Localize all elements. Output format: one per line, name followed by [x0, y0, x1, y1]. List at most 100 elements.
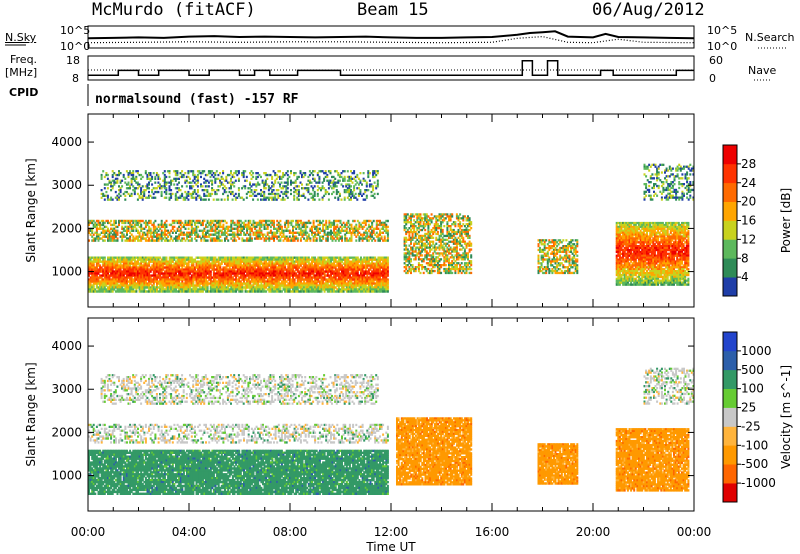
power-cell: [148, 231, 151, 234]
power-cell: [293, 235, 296, 238]
power-cell: [228, 288, 231, 291]
power-cell: [89, 266, 92, 269]
power-cell: [99, 282, 102, 285]
power-cell: [189, 170, 191, 173]
power-cell: [160, 231, 163, 234]
power-cell: [277, 235, 280, 238]
power-cell: [341, 276, 343, 279]
power-cell: [382, 286, 385, 289]
power-cell: [339, 272, 342, 275]
power-cell: [181, 274, 184, 277]
power-cell: [266, 231, 269, 234]
power-cell: [165, 268, 168, 271]
power-cell: [280, 266, 283, 269]
power-cell: [257, 282, 260, 285]
power-cell: [124, 219, 127, 223]
power-cell: [315, 286, 318, 289]
power-cell: [225, 288, 228, 291]
power-cell: [372, 282, 375, 285]
power-cell: [165, 264, 168, 267]
power-cell: [122, 260, 125, 263]
power-cell: [363, 272, 366, 275]
power-cell: [317, 229, 320, 232]
power-cell: [178, 280, 181, 283]
power-cell: [295, 258, 298, 261]
power-cell: [386, 233, 389, 236]
power-cell: [168, 187, 171, 190]
power-cell: [92, 225, 95, 229]
power-cell: [311, 280, 313, 283]
power-cell: [111, 266, 114, 269]
power-cell: [184, 221, 187, 225]
power-cell: [282, 256, 285, 259]
power-cell: [312, 258, 315, 261]
power-cell: [92, 256, 95, 259]
power-cell: [118, 170, 120, 173]
power-cell: [170, 276, 173, 279]
power-cell: [304, 264, 307, 267]
power-cell: [284, 264, 287, 267]
power-cell: [168, 262, 171, 265]
power-cell: [209, 172, 212, 175]
power-cell: [244, 270, 247, 273]
power-cell: [138, 282, 141, 285]
power-cell: [298, 290, 301, 293]
power-cell: [279, 284, 282, 287]
power-cell: [219, 280, 222, 283]
power-cell: [326, 272, 329, 275]
power-cell: [244, 223, 247, 227]
power-cell: [292, 229, 294, 232]
power-cell: [136, 187, 139, 190]
power-cell: [211, 260, 214, 263]
power-cell: [129, 282, 132, 285]
power-cell: [114, 177, 117, 180]
power-cell: [339, 235, 342, 238]
power-cell: [192, 288, 195, 291]
power-cell: [99, 258, 102, 261]
power-cell: [111, 233, 114, 236]
power-cell: [262, 276, 264, 279]
power-cell: [209, 229, 212, 232]
power-cell: [280, 256, 283, 259]
power-cell: [113, 181, 116, 184]
power-cell: [160, 229, 163, 232]
power-cell: [157, 229, 160, 232]
power-cell: [379, 280, 381, 283]
power-cell: [192, 179, 195, 182]
power-cell: [154, 231, 157, 234]
power-cell: [271, 231, 274, 234]
power-cell: [245, 179, 248, 182]
power-cell: [95, 260, 98, 263]
power-cell: [292, 274, 294, 277]
power-cell: [379, 286, 381, 289]
power-cell: [236, 284, 239, 287]
power-cell: [307, 290, 310, 293]
power-cell: [207, 185, 210, 188]
power-cell: [168, 284, 171, 287]
power-cell: [344, 270, 347, 273]
power-cell: [293, 270, 296, 273]
power-cell: [230, 233, 233, 236]
power-cell: [116, 260, 119, 263]
power-cell: [224, 272, 226, 275]
power-cell: [360, 237, 362, 240]
power-cell: [154, 260, 157, 263]
power-cell: [250, 270, 253, 273]
power-cell: [379, 266, 381, 269]
power-cell: [352, 278, 355, 281]
power-cell: [228, 256, 231, 259]
power-cell: [330, 262, 332, 265]
power-cell: [314, 268, 317, 271]
power-cell: [208, 270, 211, 273]
power-cell: [360, 286, 362, 289]
power-cell: [160, 290, 163, 293]
power-cell: [344, 264, 347, 267]
power-cell: [151, 223, 154, 227]
power-cell: [311, 282, 313, 285]
power-cell: [284, 272, 287, 275]
power-cell: [361, 274, 364, 277]
power-cell: [220, 239, 223, 242]
power-cell: [344, 235, 347, 238]
power-cell: [168, 264, 171, 267]
power-cell: [326, 282, 329, 285]
